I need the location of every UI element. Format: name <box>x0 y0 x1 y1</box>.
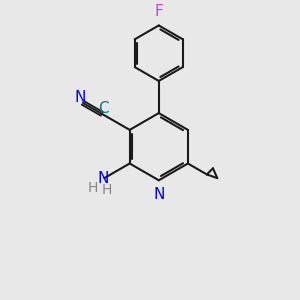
Text: N: N <box>97 171 109 186</box>
Text: F: F <box>154 4 163 19</box>
Text: C: C <box>98 101 109 116</box>
Text: H: H <box>88 181 98 195</box>
Text: H: H <box>101 183 112 197</box>
Text: N: N <box>153 187 164 202</box>
Text: N: N <box>74 90 86 105</box>
